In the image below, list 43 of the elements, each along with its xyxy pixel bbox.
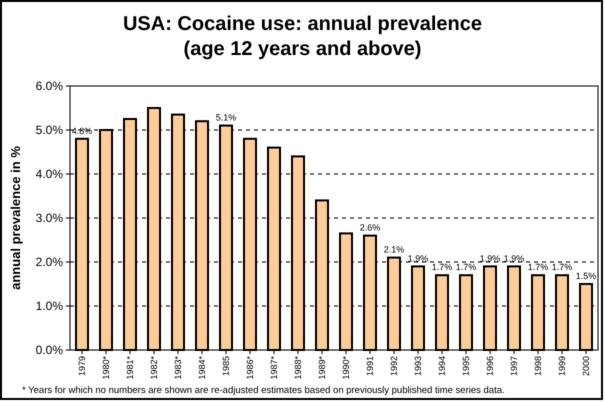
x-tick-label: 1998: [533, 356, 544, 376]
data-label: 1.5%: [576, 271, 596, 281]
x-tick-label: 1986*: [245, 356, 256, 380]
x-tick-label: 1984*: [197, 356, 208, 380]
x-tick-label: 1980*: [101, 356, 112, 380]
data-label: 1.7%: [528, 262, 548, 272]
data-label: 1.7%: [552, 262, 572, 272]
x-tick-label: 1985: [221, 356, 232, 376]
x-tick-label: 1982*: [149, 356, 160, 380]
data-label: 1.9%: [408, 253, 428, 264]
x-tick-label: 1989*: [317, 356, 328, 380]
x-tick-label: 1999: [557, 356, 568, 376]
chart-title: USA: Cocaine use: annual prevalence (age 12 years and above): [122, 13, 482, 60]
x-tick-label: 1995: [461, 356, 472, 376]
x-tick-label: 1988*: [293, 356, 304, 380]
y-tick-label: 6.0%: [36, 78, 64, 93]
x-tick-label: 1983*: [173, 356, 184, 380]
y-tick-label: 3.0%: [36, 210, 64, 225]
y-tick-label: 1.0%: [36, 298, 64, 313]
x-tick-label: 1997: [509, 356, 520, 376]
data-label: 5.1%: [216, 112, 236, 123]
x-tick-label: 1991: [365, 356, 376, 376]
x-tick-label: 1990*: [341, 356, 352, 380]
x-tick-label: 1992: [389, 356, 400, 376]
y-axis-title: annual prevalence in %: [8, 146, 23, 290]
data-label: 2.6%: [360, 222, 380, 233]
x-tick-label: 1996: [485, 356, 496, 376]
x-tick-label: 1994: [437, 356, 448, 376]
x-tick-label: 1993: [413, 356, 424, 376]
y-tick-label: 0.0%: [36, 342, 64, 357]
x-tick-label: 2000: [581, 356, 592, 376]
text: * Years for which no numbers are shown are re-adjusted estimates based on previously published time series data.: [22, 385, 505, 396]
x-tick-label: 1981*: [125, 356, 136, 380]
y-tick-label: 2.0%: [36, 254, 64, 269]
data-label: 2.1%: [384, 244, 404, 255]
data-label: 1.9%: [504, 253, 524, 264]
y-tick-label: 4.0%: [36, 166, 64, 181]
y-tick-label: 5.0%: [36, 122, 64, 137]
data-label: 1.7%: [456, 262, 476, 272]
x-tick-label: 1979: [77, 356, 88, 376]
data-label: 1.9%: [480, 253, 500, 264]
data-label: 1.7%: [432, 262, 452, 272]
x-tick-label: 1987*: [269, 356, 280, 380]
